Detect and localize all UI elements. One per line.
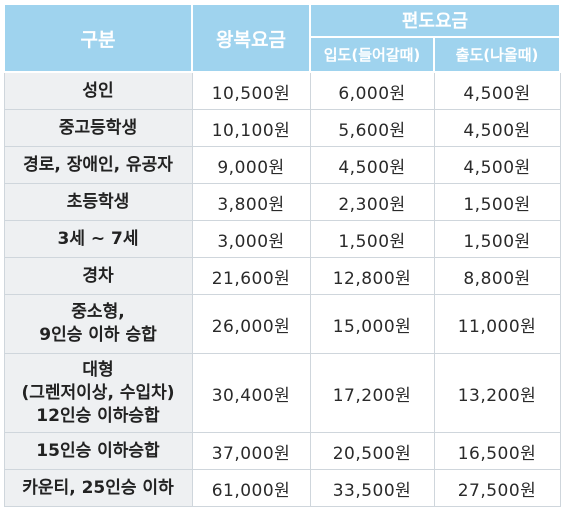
inbound-fare: 12,800원 [309,257,435,295]
row-category: 중고등학생 [3,109,193,147]
fare-table-header: 구분 왕복요금 편도요금 입도(들어갈때) 출도(나올때) [3,3,561,74]
inbound-fare: 33,500원 [309,469,435,507]
outbound-fare: 4,500원 [433,146,561,184]
outbound-fare: 16,500원 [433,432,561,470]
row-category: 15인승 이하승합 [3,432,193,470]
round-trip-fare: 9,000원 [191,146,311,184]
fare-table: 구분 왕복요금 편도요금 입도(들어갈때) 출도(나올때) 성인 10,500원… [3,3,561,507]
inbound-fare: 1,500원 [309,220,435,258]
header-row-sub: 입도(들어갈때) 출도(나올때) [4,35,561,74]
round-trip-fare: 61,000원 [191,469,311,507]
fare-table-body: 성인 10,500원 6,000원 4,500원 중고등학생 10,100원 5… [3,71,561,507]
outbound-fare: 11,000원 [433,294,561,354]
table-row: 중소형, 9인승 이하 승합 26,000원 15,000원 11,000원 [3,294,561,354]
header-row-top: 구분 왕복요금 편도요금 [3,3,561,73]
outbound-fare: 4,500원 [433,71,561,110]
header-outbound: 출도(나올때) [433,35,561,74]
row-category: 카운티, 25인승 이하 [3,469,193,507]
inbound-fare: 5,600원 [309,109,435,147]
round-trip-fare: 10,100원 [191,109,311,147]
inbound-fare: 17,200원 [309,353,435,433]
table-row: 대형 (그렌저이상, 수입차) 12인승 이하승합 30,400원 17,200… [3,353,561,433]
table-row: 카운티, 25인승 이하 61,000원 33,500원 27,500원 [3,469,561,507]
round-trip-fare: 21,600원 [191,257,311,295]
outbound-fare: 27,500원 [433,469,561,507]
fare-table-container: 구분 왕복요금 편도요금 입도(들어갈때) 출도(나올때) 성인 10,500원… [3,3,563,507]
table-row: 경차 21,600원 12,800원 8,800원 [3,257,561,295]
inbound-fare: 20,500원 [309,432,435,470]
table-row: 경로, 장애인, 유공자 9,000원 4,500원 4,500원 [3,146,561,184]
inbound-fare: 15,000원 [309,294,435,354]
table-row: 초등학생 3,800원 2,300원 1,500원 [3,183,561,221]
round-trip-fare: 26,000원 [191,294,311,354]
round-trip-fare: 37,000원 [191,432,311,470]
round-trip-fare: 3,800원 [191,183,311,221]
row-category: 성인 [3,71,193,110]
outbound-fare: 13,200원 [433,353,561,433]
table-row: 성인 10,500원 6,000원 4,500원 [3,71,561,110]
table-row: 중고등학생 10,100원 5,600원 4,500원 [3,109,561,147]
header-category: 구분 [3,3,193,73]
row-category: 초등학생 [3,183,193,221]
header-round-trip: 왕복요금 [191,3,311,73]
header-one-way: 편도요금 [309,3,561,38]
outbound-fare: 4,500원 [433,109,561,147]
row-category: 경차 [3,257,193,295]
outbound-fare: 1,500원 [433,220,561,258]
inbound-fare: 6,000원 [309,71,435,110]
header-inbound: 입도(들어갈때) [309,35,435,74]
outbound-fare: 8,800원 [433,257,561,295]
inbound-fare: 4,500원 [309,146,435,184]
round-trip-fare: 3,000원 [191,220,311,258]
row-category: 3세 ~ 7세 [3,220,193,258]
row-category: 중소형, 9인승 이하 승합 [3,294,193,354]
row-category: 대형 (그렌저이상, 수입차) 12인승 이하승합 [3,353,193,433]
round-trip-fare: 30,400원 [191,353,311,433]
round-trip-fare: 10,500원 [191,71,311,110]
row-category: 경로, 장애인, 유공자 [3,146,193,184]
table-row: 15인승 이하승합 37,000원 20,500원 16,500원 [3,432,561,470]
table-row: 3세 ~ 7세 3,000원 1,500원 1,500원 [3,220,561,258]
outbound-fare: 1,500원 [433,183,561,221]
inbound-fare: 2,300원 [309,183,435,221]
